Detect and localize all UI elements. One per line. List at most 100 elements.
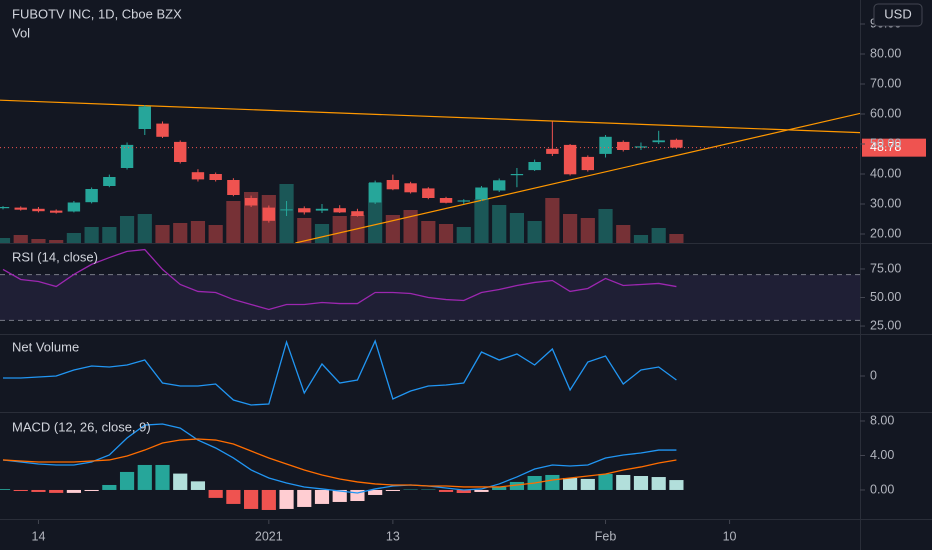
candle-body bbox=[492, 180, 506, 191]
candle-body bbox=[262, 207, 276, 221]
candle-body bbox=[386, 180, 400, 190]
histogram-bar bbox=[0, 489, 11, 490]
histogram-bar bbox=[368, 489, 383, 495]
y-tick-label: 0.00 bbox=[870, 482, 894, 496]
currency-label: USD bbox=[884, 6, 911, 21]
candle-body bbox=[652, 140, 665, 143]
histogram-bar bbox=[474, 489, 489, 492]
volume-bar bbox=[84, 227, 99, 243]
candle-body bbox=[546, 148, 559, 154]
x-tick-label: 13 bbox=[386, 529, 400, 543]
volume-bar bbox=[31, 239, 46, 243]
y-tick-label: 0 bbox=[870, 368, 877, 382]
histogram-bar bbox=[102, 484, 117, 490]
candle-body bbox=[333, 208, 346, 213]
histogram-bar bbox=[137, 464, 152, 490]
y-tick-label: 70.00 bbox=[870, 76, 901, 90]
y-tick-label: 50.00 bbox=[870, 290, 901, 304]
histogram-bar bbox=[244, 489, 259, 509]
volume-bar bbox=[226, 201, 241, 243]
candle-body bbox=[368, 182, 382, 203]
histogram-bar bbox=[385, 489, 400, 492]
candle-body bbox=[563, 144, 577, 175]
candle-body bbox=[32, 208, 45, 212]
histogram-bar bbox=[31, 489, 46, 492]
indicator-line bbox=[3, 339, 677, 406]
x-tick-label: Feb bbox=[595, 529, 617, 543]
y-tick-label: 8.00 bbox=[870, 413, 894, 427]
candle-body bbox=[156, 123, 169, 137]
candle-body bbox=[581, 156, 595, 171]
indicator-line bbox=[2, 248, 677, 311]
x-tick-label: 2021 bbox=[255, 529, 283, 543]
volume-bar bbox=[438, 224, 454, 243]
trendline bbox=[0, 99, 860, 134]
volume-bar bbox=[137, 214, 152, 243]
histogram-bar bbox=[173, 473, 188, 490]
volume-label: Vol bbox=[12, 25, 30, 40]
histogram-bar bbox=[562, 477, 578, 490]
candle-body bbox=[670, 139, 683, 148]
histogram-bar bbox=[190, 481, 206, 490]
histogram-bar bbox=[580, 478, 595, 490]
y-tick-label: 40.00 bbox=[870, 166, 901, 180]
volume-bar bbox=[155, 225, 170, 243]
candle-body bbox=[439, 198, 453, 203]
candle-body bbox=[103, 177, 116, 186]
histogram-bar bbox=[155, 464, 170, 490]
trendline bbox=[295, 112, 860, 243]
y-tick-label: 80.00 bbox=[870, 46, 901, 60]
y-tick-label: 30.00 bbox=[870, 196, 901, 210]
volume-bar bbox=[527, 221, 542, 243]
candle-body bbox=[120, 144, 134, 168]
macd-line bbox=[2, 423, 677, 494]
volume-bar bbox=[208, 225, 223, 243]
candle-body bbox=[227, 180, 240, 195]
candle-body bbox=[404, 183, 417, 193]
volume-bar bbox=[421, 221, 436, 243]
volume-bar bbox=[13, 235, 28, 243]
histogram-bar bbox=[545, 474, 560, 490]
histogram-bar bbox=[651, 477, 666, 490]
histogram-bar bbox=[119, 471, 135, 490]
currency-button[interactable] bbox=[873, 3, 923, 27]
histogram-bar bbox=[669, 480, 684, 490]
candle-body bbox=[67, 202, 81, 212]
volume-bar bbox=[119, 216, 135, 243]
histogram-bar bbox=[314, 489, 330, 504]
histogram-bar bbox=[208, 489, 223, 498]
histogram-bar bbox=[84, 489, 99, 492]
candle-body bbox=[174, 141, 187, 162]
volume-bar bbox=[580, 218, 595, 243]
x-tick-label: 10 bbox=[723, 529, 737, 543]
candle-body bbox=[14, 207, 27, 210]
volume-bar bbox=[190, 221, 206, 243]
candle-body bbox=[49, 210, 63, 213]
volume-bar bbox=[102, 227, 117, 243]
volume-bar bbox=[297, 218, 312, 243]
volume-bar bbox=[332, 216, 347, 243]
candle-body bbox=[315, 208, 329, 211]
histogram-bar bbox=[616, 474, 631, 490]
plot-layer: 14 2021 13 Feb 10 48.78 20.00 30.00 40.00 50.00 60… bbox=[0, 16, 926, 543]
y-tick-label: 25.00 bbox=[870, 318, 901, 332]
candle-body bbox=[599, 136, 612, 154]
candle-body bbox=[85, 189, 98, 203]
signal-line bbox=[2, 438, 677, 488]
volume-bar bbox=[456, 227, 471, 243]
net-volume-title: Net Volume bbox=[12, 339, 79, 354]
candle-body bbox=[209, 174, 222, 180]
volume-bar bbox=[633, 235, 649, 243]
histogram-bar bbox=[261, 489, 276, 510]
candle-body bbox=[634, 146, 648, 148]
volume-bar bbox=[314, 224, 330, 243]
candle-body bbox=[351, 211, 364, 216]
histogram-bar bbox=[633, 476, 649, 490]
candle-body bbox=[191, 172, 205, 180]
histogram-bar bbox=[49, 489, 64, 493]
price-pane bbox=[0, 99, 860, 243]
x-tick-label: 14 bbox=[32, 529, 46, 543]
volume-bar bbox=[66, 233, 81, 243]
histogram-bar bbox=[279, 489, 294, 509]
